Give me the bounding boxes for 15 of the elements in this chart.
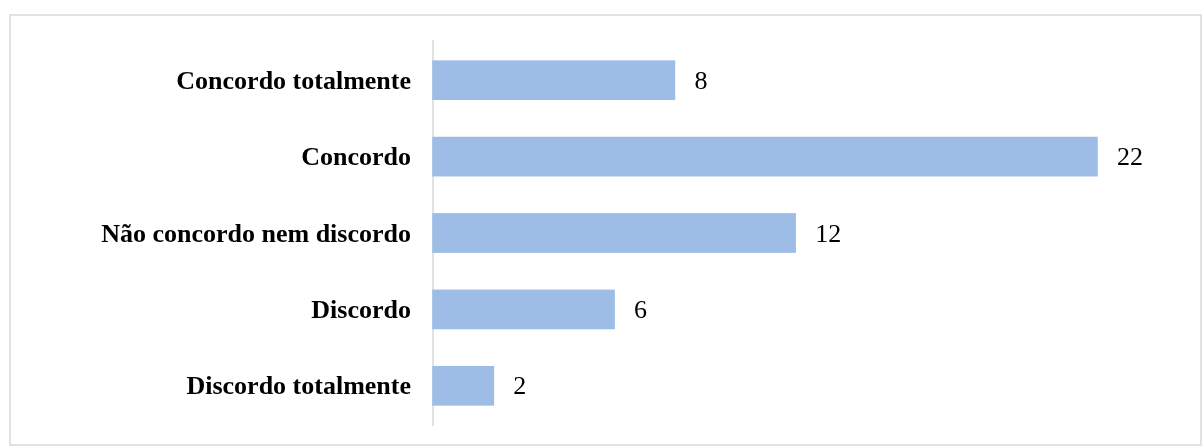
data-label: 22 [1117, 142, 1143, 172]
bar [432, 213, 796, 253]
bar [432, 365, 495, 406]
data-label: 8 [694, 65, 708, 95]
bar [432, 289, 615, 330]
y-tick-label: Discordo totalmente [186, 371, 411, 401]
y-tick-label: Concordo totalmente [176, 65, 411, 95]
data-label: 12 [815, 218, 842, 248]
bar [432, 60, 676, 101]
data-label: 6 [634, 294, 648, 324]
data-label: 2 [513, 371, 527, 401]
y-tick-label: Não concordo nem discordo [101, 218, 411, 248]
y-tick-label: Concordo [301, 142, 411, 172]
y-tick-label: Discordo [311, 294, 411, 324]
bar [432, 136, 1098, 177]
